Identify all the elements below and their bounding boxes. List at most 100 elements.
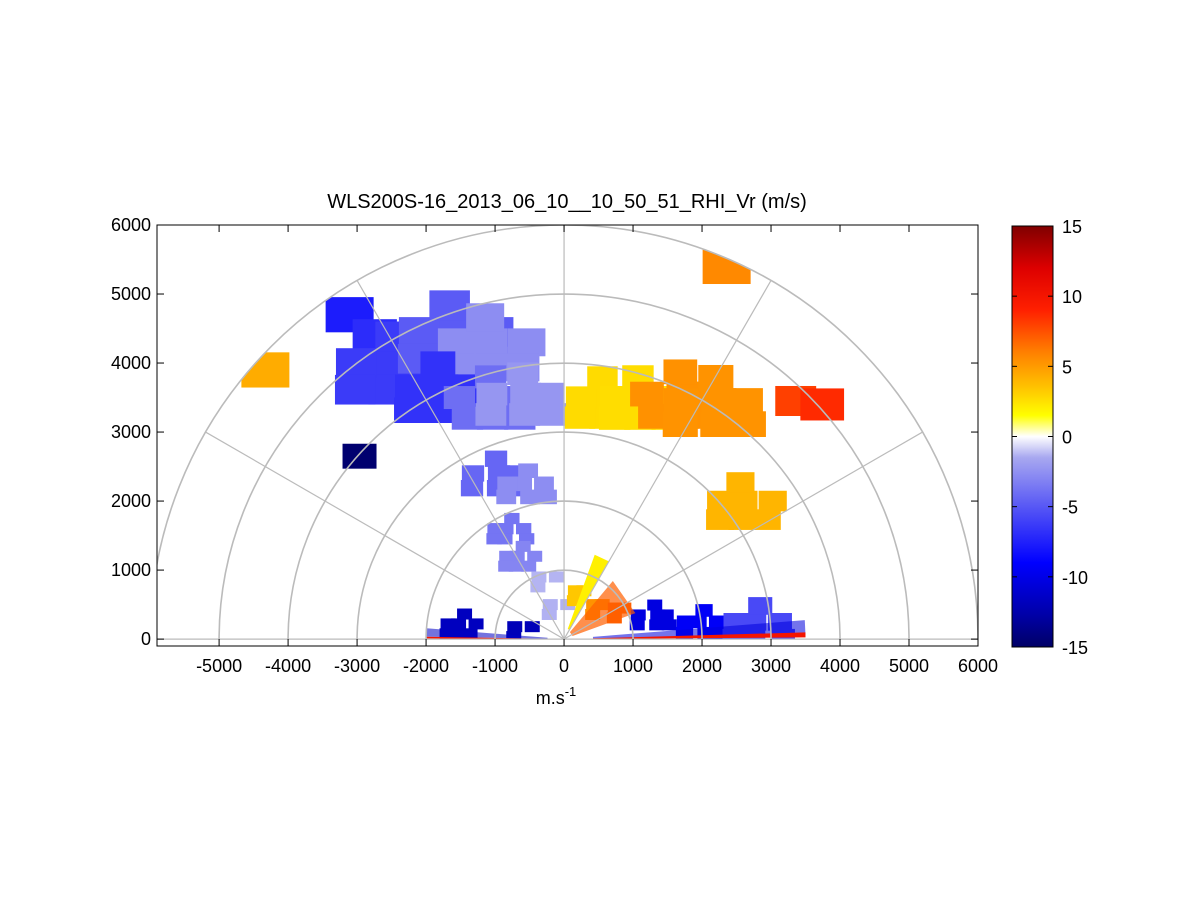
velocity-cell — [498, 560, 514, 572]
colorbar-tick-label: 10 — [1062, 287, 1082, 307]
ray-wedge — [567, 554, 609, 630]
velocity-cell — [476, 382, 508, 406]
velocity-cell — [630, 609, 646, 621]
velocity-cell — [506, 631, 522, 640]
y-tick-label: 6000 — [111, 215, 151, 235]
velocity-cell — [451, 406, 484, 430]
colorbar-tick-label: 5 — [1062, 357, 1072, 377]
velocity-cell — [527, 550, 543, 562]
azimuth-line — [563, 280, 772, 640]
colorbar-tick-label: -5 — [1062, 498, 1078, 518]
velocity-region — [530, 571, 564, 593]
velocity-cell — [599, 386, 632, 410]
y-tick-label: 5000 — [111, 284, 151, 304]
velocity-cell — [629, 619, 645, 631]
velocity-cell — [518, 463, 539, 478]
velocity-cell — [466, 303, 505, 332]
azimuth-line — [356, 280, 565, 640]
y-tick-label: 2000 — [111, 491, 151, 511]
velocity-cell — [487, 523, 503, 535]
velocity-cell — [650, 609, 666, 621]
velocity-cell — [460, 479, 484, 497]
velocity-cell — [496, 489, 517, 505]
velocity-cell — [498, 523, 514, 535]
azimuth-line — [563, 431, 923, 640]
velocity-cell — [451, 618, 467, 630]
azimuth-line — [205, 431, 565, 640]
velocity-cell — [515, 523, 532, 535]
velocity-region — [342, 443, 377, 469]
x-tick-label: 5000 — [889, 656, 929, 676]
velocity-cell — [728, 509, 757, 530]
velocity-cell — [509, 550, 525, 562]
ray-wedge — [426, 628, 548, 639]
velocity-cell — [663, 359, 698, 385]
velocity-cell — [457, 608, 473, 620]
velocity-cell — [727, 388, 763, 414]
velocity-cell — [475, 403, 507, 426]
velocity-cell — [395, 374, 430, 400]
velocity-cell — [504, 512, 520, 525]
velocity-cell — [658, 609, 674, 621]
velocity-cell — [518, 533, 535, 545]
ray-sector — [569, 580, 636, 636]
x-tick-label: 6000 — [958, 656, 998, 676]
velocity-cell — [440, 618, 456, 630]
ray-wedge — [593, 632, 806, 639]
velocity-cell — [499, 550, 515, 562]
velocity-cell — [534, 476, 554, 492]
velocity-cell — [748, 597, 773, 615]
velocity-cell — [532, 382, 564, 406]
velocity-cell — [729, 490, 758, 512]
velocity-cell — [649, 619, 665, 631]
velocity-cell — [698, 364, 734, 391]
x-axis-label-superscript: -1 — [565, 684, 577, 699]
velocity-cell — [700, 411, 736, 437]
velocity-cell — [676, 615, 695, 629]
velocity-cell — [564, 406, 596, 429]
x-tick-label: 1000 — [613, 656, 653, 676]
velocity-cell — [630, 381, 664, 407]
velocity-cell — [334, 374, 376, 405]
x-tick-label: -2000 — [403, 656, 449, 676]
velocity-region — [506, 621, 540, 640]
velocity-cell — [598, 406, 631, 430]
velocity-region — [498, 540, 543, 572]
velocity-cell — [567, 585, 583, 597]
velocity-cell — [530, 581, 546, 593]
velocity-cell — [508, 560, 524, 572]
velocity-cell — [708, 615, 727, 629]
y-tick-label: 3000 — [111, 422, 151, 442]
x-tick-label: 2000 — [682, 656, 722, 676]
colorbar-tick-label: -15 — [1062, 638, 1088, 658]
velocity-cell — [758, 490, 787, 512]
x-axis-label: m.s-1 — [536, 684, 577, 708]
velocity-cell — [520, 489, 541, 505]
velocity-cell — [726, 472, 755, 493]
ray-sector — [426, 628, 548, 639]
velocity-cell — [497, 476, 518, 492]
velocity-cell — [507, 328, 546, 357]
velocity-field — [241, 248, 845, 640]
velocity-cell — [531, 571, 547, 583]
x-tick-label: 0 — [559, 656, 569, 676]
ray-sector — [567, 554, 609, 630]
velocity-cell — [443, 386, 476, 410]
velocity-cell — [484, 450, 508, 467]
chart-title: WLS200S-16_2013_06_10__10_50_51_RHI_Vr (… — [327, 191, 807, 213]
velocity-cell — [342, 443, 377, 469]
x-tick-label: 4000 — [820, 656, 860, 676]
plot-area — [157, 225, 978, 646]
velocity-cell — [663, 388, 699, 414]
velocity-cell — [537, 489, 557, 505]
velocity-cell — [566, 595, 582, 607]
x-tick-label: 3000 — [751, 656, 791, 676]
velocity-cell — [515, 540, 531, 552]
colorbar — [1011, 225, 1054, 648]
velocity-cell — [497, 533, 513, 545]
colorbar-tick-label: 15 — [1062, 217, 1082, 237]
velocity-region — [629, 599, 677, 631]
velocity-cell — [661, 619, 677, 631]
velocity-cell — [535, 403, 567, 426]
